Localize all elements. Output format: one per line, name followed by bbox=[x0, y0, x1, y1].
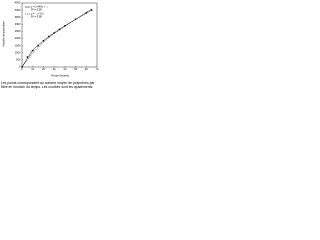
x-tick-label: 30 bbox=[53, 67, 56, 71]
y-tick-label: 0 bbox=[19, 65, 21, 69]
fit-annotation: R² = 0,99 bbox=[31, 8, 42, 12]
plot-frame bbox=[21, 2, 98, 68]
legend-label: y = 0,445x + ... bbox=[31, 5, 48, 9]
y-axis-label: Nombre de polymères bbox=[2, 21, 6, 47]
y-tick-label: 4000 bbox=[15, 8, 21, 12]
x-tick-label: 70 bbox=[96, 67, 99, 71]
y-tick-label: 3000 bbox=[15, 22, 21, 26]
x-axis-label: Temps (heures) bbox=[51, 74, 69, 78]
point bbox=[64, 24, 66, 27]
y-tick-label: 1500 bbox=[15, 43, 21, 47]
y-tick-label: 1000 bbox=[15, 50, 21, 54]
y-tick-label: 500 bbox=[16, 58, 21, 62]
x-tick-label: 50 bbox=[74, 67, 77, 71]
x-tick-label: 20 bbox=[42, 67, 45, 71]
page: Nombre de polymères Temps (heures) 0 500 1… bbox=[0, 0, 100, 101]
point bbox=[85, 12, 88, 14]
fit-annotation: R² = 0,98 bbox=[31, 15, 42, 19]
point bbox=[47, 35, 50, 38]
y-tick-label: 3500 bbox=[15, 15, 21, 19]
x-tick-label: 60 bbox=[85, 67, 88, 71]
x-tick-label: 0 bbox=[21, 67, 23, 71]
y-tick-label: 4500 bbox=[15, 1, 21, 5]
point bbox=[90, 9, 93, 11]
caption: Les points correspondent au nombre moyen… bbox=[1, 81, 95, 89]
chart: Nombre de polymères Temps (heures) 0 500 1… bbox=[2, 1, 99, 78]
x-tick-label: 40 bbox=[63, 67, 66, 71]
point bbox=[53, 32, 55, 34]
point bbox=[21, 66, 23, 68]
point bbox=[31, 49, 34, 52]
point bbox=[42, 39, 45, 42]
point bbox=[74, 18, 77, 21]
y-tick-label: 2500 bbox=[15, 29, 21, 33]
legend-label: y = ...x^0,5 bbox=[31, 12, 44, 16]
x-tick-label: 10 bbox=[31, 67, 34, 71]
point bbox=[37, 44, 39, 47]
point bbox=[26, 56, 29, 58]
point bbox=[58, 28, 61, 31]
y-tick-label: 2000 bbox=[15, 36, 21, 40]
